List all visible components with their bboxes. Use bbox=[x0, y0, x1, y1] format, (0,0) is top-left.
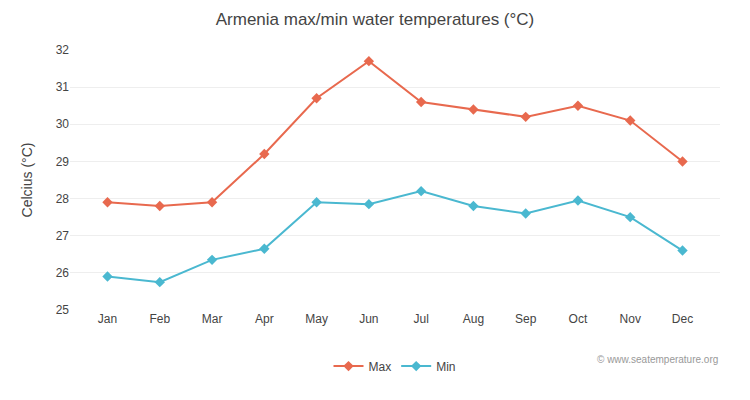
svg-text:Jan: Jan bbox=[98, 312, 117, 326]
svg-text:Nov: Nov bbox=[620, 312, 641, 326]
svg-text:Jun: Jun bbox=[359, 312, 378, 326]
svg-text:Sep: Sep bbox=[515, 312, 537, 326]
svg-text:Jul: Jul bbox=[413, 312, 428, 326]
svg-text:31: 31 bbox=[56, 80, 70, 94]
svg-text:29: 29 bbox=[56, 155, 70, 169]
svg-text:Max: Max bbox=[369, 360, 392, 374]
svg-text:26: 26 bbox=[56, 266, 70, 280]
svg-text:Dec: Dec bbox=[672, 312, 693, 326]
svg-text:Mar: Mar bbox=[202, 312, 223, 326]
svg-text:30: 30 bbox=[56, 117, 70, 131]
svg-text:Armenia max/min water temperat: Armenia max/min water temperatures (°C) bbox=[216, 10, 535, 29]
svg-text:27: 27 bbox=[56, 229, 70, 243]
svg-text:Apr: Apr bbox=[255, 312, 274, 326]
svg-text:Oct: Oct bbox=[569, 312, 588, 326]
svg-text:© www.seatemperature.org: © www.seatemperature.org bbox=[597, 354, 718, 365]
svg-text:28: 28 bbox=[56, 192, 70, 206]
svg-text:May: May bbox=[305, 312, 328, 326]
svg-text:25: 25 bbox=[56, 303, 70, 317]
svg-text:Celcius (°C): Celcius (°C) bbox=[19, 143, 35, 218]
svg-text:Aug: Aug bbox=[463, 312, 484, 326]
svg-text:Min: Min bbox=[436, 360, 455, 374]
svg-text:32: 32 bbox=[56, 43, 70, 57]
svg-text:Feb: Feb bbox=[149, 312, 170, 326]
